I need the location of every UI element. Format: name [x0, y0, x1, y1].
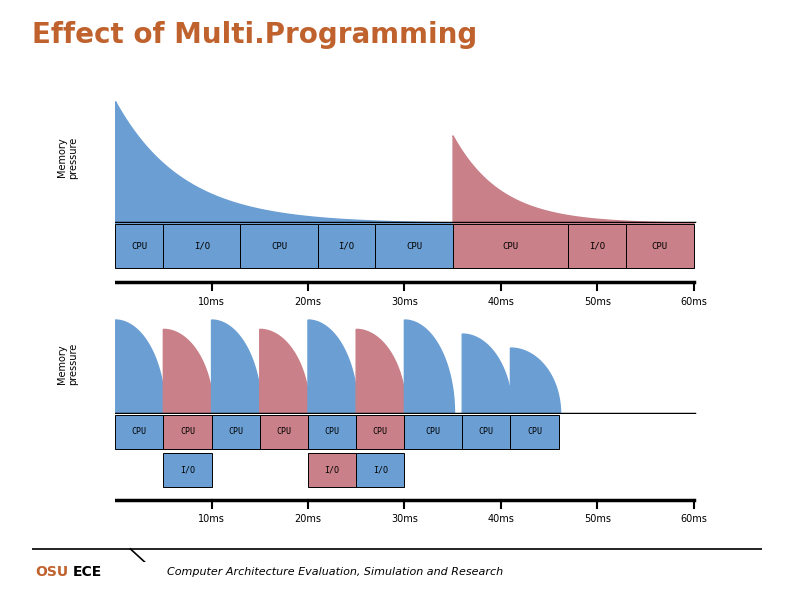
Bar — [453, 224, 569, 268]
Bar — [164, 453, 211, 487]
Bar — [164, 224, 241, 268]
Text: 50ms: 50ms — [584, 514, 611, 524]
Text: 40ms: 40ms — [488, 296, 515, 306]
Text: CPU: CPU — [271, 242, 287, 251]
Text: 50ms: 50ms — [584, 296, 611, 306]
Text: 40ms: 40ms — [488, 514, 515, 524]
Bar — [404, 415, 462, 449]
Bar — [357, 415, 404, 449]
Text: CPU: CPU — [527, 427, 542, 437]
Polygon shape — [357, 330, 407, 414]
Text: I/O: I/O — [372, 465, 387, 475]
Text: 20ms: 20ms — [295, 514, 322, 524]
Bar — [308, 453, 357, 487]
Polygon shape — [462, 334, 512, 414]
Text: OSU: OSU — [36, 565, 69, 580]
Text: CPU: CPU — [325, 427, 340, 437]
Text: I/O: I/O — [180, 465, 195, 475]
Text: I/O: I/O — [194, 242, 210, 251]
Text: I/O: I/O — [325, 465, 340, 475]
Text: CPU: CPU — [180, 427, 195, 437]
Bar — [241, 224, 318, 268]
Text: CPU: CPU — [652, 242, 668, 251]
Text: 20ms: 20ms — [295, 296, 322, 306]
Polygon shape — [164, 330, 214, 414]
Bar — [462, 415, 511, 449]
Text: CPU: CPU — [228, 427, 243, 437]
Bar — [376, 224, 453, 268]
Text: CPU: CPU — [503, 242, 518, 251]
Polygon shape — [260, 330, 310, 414]
Text: 60ms: 60ms — [680, 296, 707, 306]
Text: Computer Architecture Evaluation, Simulation and Research: Computer Architecture Evaluation, Simula… — [167, 568, 503, 577]
Bar — [511, 415, 559, 449]
Text: 30ms: 30ms — [391, 514, 418, 524]
Text: CPU: CPU — [479, 427, 494, 437]
Text: 60ms: 60ms — [680, 514, 707, 524]
Text: I/O: I/O — [338, 242, 355, 251]
Text: Memory
pressure: Memory pressure — [56, 343, 79, 386]
Polygon shape — [404, 320, 454, 414]
Polygon shape — [211, 320, 262, 414]
Bar — [569, 224, 626, 268]
Polygon shape — [115, 320, 165, 414]
Bar — [626, 224, 694, 268]
Text: CPU: CPU — [406, 242, 422, 251]
Bar — [115, 224, 164, 268]
Text: 10ms: 10ms — [198, 296, 225, 306]
Text: Memory
pressure: Memory pressure — [56, 136, 79, 179]
Text: ECE: ECE — [73, 565, 102, 580]
Text: 30ms: 30ms — [391, 296, 418, 306]
Bar — [164, 415, 211, 449]
Bar — [308, 415, 357, 449]
Text: I/O: I/O — [589, 242, 605, 251]
Text: CPU: CPU — [131, 242, 148, 251]
Bar — [115, 415, 164, 449]
Text: CPU: CPU — [372, 427, 387, 437]
Text: Effect of Multi.Programming: Effect of Multi.Programming — [32, 21, 477, 49]
Bar — [357, 453, 404, 487]
Text: 10ms: 10ms — [198, 514, 225, 524]
Text: CPU: CPU — [132, 427, 147, 437]
Bar — [260, 415, 308, 449]
Bar — [318, 224, 376, 268]
Bar — [211, 415, 260, 449]
Text: CPU: CPU — [426, 427, 441, 437]
Polygon shape — [511, 348, 561, 414]
Text: CPU: CPU — [276, 427, 291, 437]
Polygon shape — [308, 320, 358, 414]
